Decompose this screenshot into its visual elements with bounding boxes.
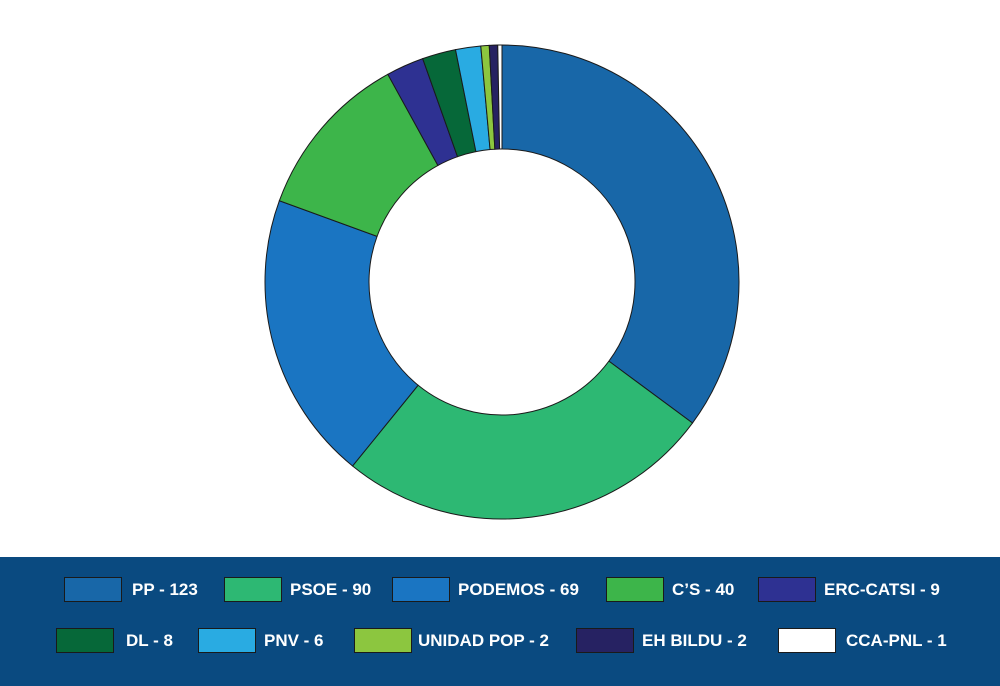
donut-chart [264, 44, 740, 520]
donut-slice-psoe [351, 360, 694, 520]
legend-swatch [224, 577, 282, 602]
legend-swatch [576, 628, 634, 653]
legend: PP - 123 PSOE - 90 PODEMOS - 69 C’S - 40 ERC… [0, 557, 1000, 686]
legend-swatch [64, 577, 122, 602]
donut-slice-podemos [264, 200, 419, 467]
legend-label: C’S - 40 [672, 580, 735, 599]
legend-label: PP - 123 [132, 580, 198, 599]
legend-swatch [758, 577, 816, 602]
legend-label: DL - 8 [126, 631, 173, 650]
legend-swatch [198, 628, 256, 653]
legend-label: CCA-PNL - 1 [846, 631, 947, 650]
legend-label: PODEMOS - 69 [458, 580, 579, 599]
legend-label: PNV - 6 [264, 631, 324, 650]
legend-label: ERC-CATSI - 9 [824, 580, 940, 599]
legend-swatch [606, 577, 664, 602]
legend-label: UNIDAD POP - 2 [418, 631, 549, 650]
legend-swatch [778, 628, 836, 653]
legend-label: PSOE - 90 [290, 580, 372, 599]
legend-swatch [56, 628, 114, 653]
legend-swatch [392, 577, 450, 602]
donut-slice-pp [501, 44, 740, 424]
legend-label: EH BILDU - 2 [642, 631, 747, 650]
chart-area [264, 44, 740, 520]
legend-swatch [354, 628, 412, 653]
donut-slice-cca-pnl [497, 44, 503, 150]
